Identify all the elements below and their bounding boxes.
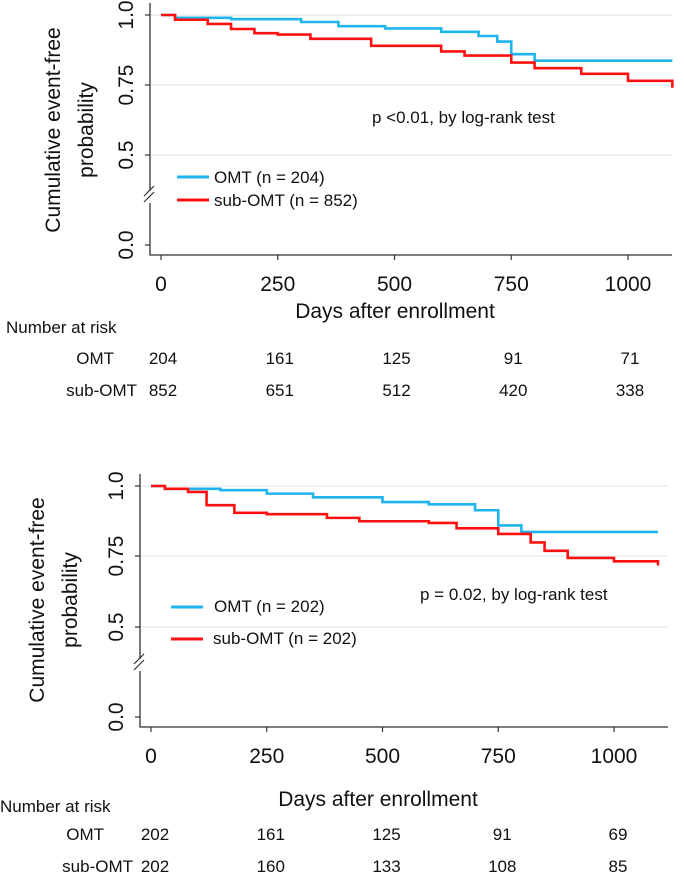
km-curve-sub-omt [161, 13, 674, 88]
risk-value-sub-omt: 202 [141, 857, 169, 876]
km-curve-sub-omt [151, 484, 660, 566]
axis-break-icon [143, 185, 155, 203]
km-curve-omt [151, 484, 658, 534]
legend-label-sub-omt: sub-OMT (n = 852) [214, 191, 358, 210]
risk-value-sub-omt: 852 [149, 381, 177, 400]
x-tick-label: 0 [145, 745, 157, 768]
y-axis-title-line2: probability [75, 82, 98, 178]
risk-table-title: Number at risk [6, 318, 117, 337]
risk-value-sub-omt: 133 [372, 857, 400, 876]
axis-break-icon [133, 653, 145, 671]
x-tick-label: 1000 [605, 273, 652, 296]
axis-lines [139, 474, 668, 728]
y-axis-title-line1: Cumulative event-free [42, 27, 65, 232]
x-tick-label: 750 [494, 273, 529, 296]
risk-table-title: Number at risk [0, 797, 111, 816]
x-tick-label: 0 [155, 273, 167, 296]
risk-value-omt: 91 [493, 825, 512, 844]
risk-value-omt: 125 [382, 349, 410, 368]
x-tick-label: 250 [260, 273, 295, 296]
x-tick-label: 750 [481, 745, 516, 768]
risk-row-label-omt: OMT [76, 349, 114, 368]
panel-top: Cumulative event-free probability Days a… [6, 27, 555, 400]
risk-value-sub-omt: 108 [488, 857, 516, 876]
risk-value-sub-omt: 338 [616, 381, 644, 400]
panel-bottom: Cumulative event-free probability Days a… [0, 497, 608, 876]
y-tick-label: 0.75 [105, 536, 128, 577]
risk-row-label-sub-omt: sub-OMT [66, 381, 137, 400]
y-axis-title-line1: Cumulative event-free [26, 497, 49, 702]
annotation-pvalue: p <0.01, by log-rank test [372, 108, 555, 127]
x-axis-title: Days after enrollment [278, 788, 478, 811]
risk-row-label-sub-omt: sub-OMT [62, 857, 133, 876]
risk-value-sub-omt: 160 [257, 857, 285, 876]
risk-value-omt: 91 [504, 349, 523, 368]
x-tick-label: 500 [377, 273, 412, 296]
risk-value-omt: 125 [372, 825, 400, 844]
x-tick-label: 1000 [591, 745, 638, 768]
risk-value-sub-omt: 420 [499, 381, 527, 400]
y-tick-label: 1.0 [105, 471, 128, 500]
axis-lines [149, 3, 672, 256]
y-axis-title-line2: probability [59, 552, 82, 648]
x-axis-title: Days after enrollment [295, 300, 495, 323]
risk-value-omt: 161 [257, 825, 285, 844]
y-tick-label: 0.5 [105, 612, 128, 641]
risk-value-omt: 204 [149, 349, 177, 368]
risk-value-omt: 69 [609, 825, 628, 844]
y-tick-label: 0.0 [105, 702, 128, 731]
x-tick-label: 500 [365, 745, 400, 768]
y-tick-label: 0.75 [115, 65, 138, 106]
y-tick-label: 0.5 [115, 140, 138, 169]
risk-value-sub-omt: 651 [266, 381, 294, 400]
legend-label-sub-omt: sub-OMT (n = 202) [213, 629, 357, 648]
panel-bottom-marks: 0.0 0.5 0.75 1.0 0 250 500 750 1000 202 161 125 91 69… [105, 471, 668, 876]
chart-marks: 0.0 0.5 0.75 1.0 0 250 500 750 1000 204 161 125 91 71… [105, 0, 674, 876]
risk-value-sub-omt: 85 [609, 857, 628, 876]
annotation-pvalue: p = 0.02, by log-rank test [420, 585, 608, 604]
legend-label-omt: OMT (n = 204) [214, 168, 325, 187]
x-tick-label: 250 [249, 745, 284, 768]
y-tick-label: 1.0 [115, 0, 138, 29]
legend-label-omt: OMT (n = 202) [214, 597, 325, 616]
y-tick-label: 0.0 [115, 230, 138, 259]
risk-row-label-omt: OMT [66, 825, 104, 844]
risk-value-sub-omt: 512 [382, 381, 410, 400]
panel-top-marks: 0.0 0.5 0.75 1.0 0 250 500 750 1000 204 161 125 91 71… [115, 0, 674, 400]
risk-value-omt: 161 [266, 349, 294, 368]
km-curve-omt [161, 13, 673, 62]
risk-value-omt: 202 [141, 825, 169, 844]
risk-value-omt: 71 [621, 349, 640, 368]
